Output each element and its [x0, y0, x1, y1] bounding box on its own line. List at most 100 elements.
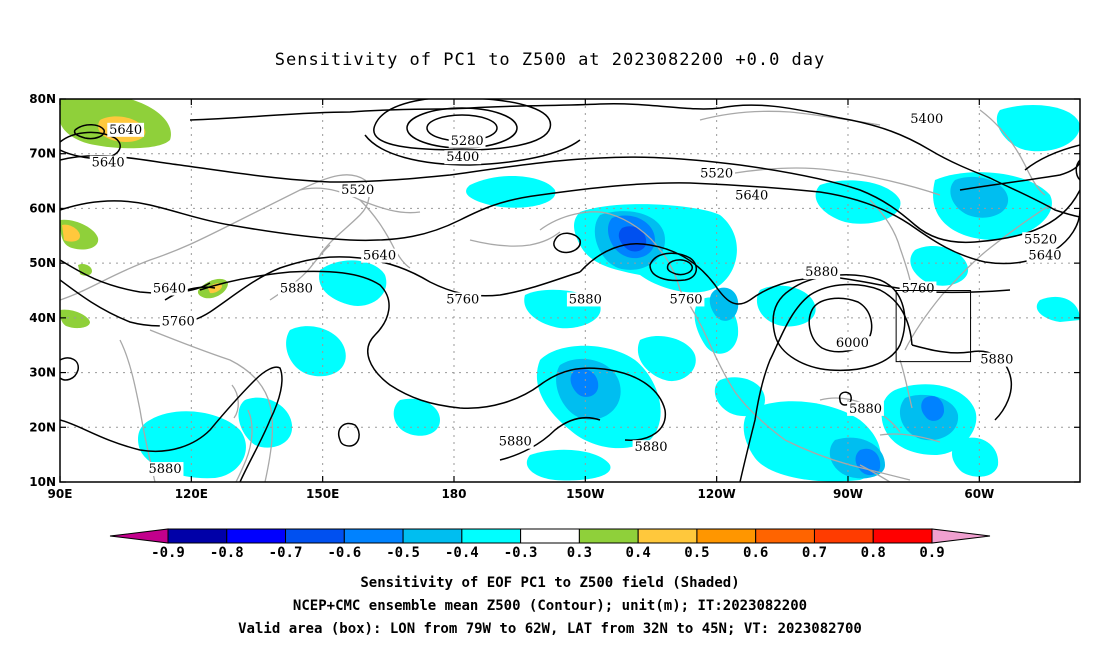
caption-line-1: Sensitivity of EOF PC1 to Z500 field (Sh…: [360, 575, 740, 591]
coast-china-south: [149, 329, 274, 482]
contour-5400-east: [1024, 144, 1080, 171]
gridlines: [60, 99, 1080, 482]
coast-mexico: [784, 439, 911, 481]
colorbar-label: 0.5: [684, 545, 709, 561]
shade-pacific-mex: [714, 377, 765, 417]
contour-label-bg: [847, 401, 884, 416]
figure-title: Sensitivity of PC1 to Z500 at 2023082200…: [274, 50, 826, 70]
contour-5880-subtrop: [60, 366, 283, 482]
lat-label: 70N: [29, 147, 56, 161]
contour-label: 5760: [446, 292, 479, 307]
contour-label-bg: [908, 111, 946, 126]
contour-5760-inner: [666, 259, 693, 276]
colorbar-label: -0.8: [210, 545, 244, 561]
contour-label-bg: [632, 440, 670, 455]
contour-label: 5880: [805, 265, 838, 280]
contour-label: 5880: [980, 353, 1013, 368]
contour-5880-high: [772, 274, 906, 372]
contour-label-bg: [1022, 232, 1060, 247]
contour-label-bg: [444, 292, 482, 307]
latitude-labels: 80N 70N 60N 50N 40N 30N 20N 10N: [29, 92, 56, 489]
contour-label: 5520: [700, 167, 733, 182]
lon-label: 90W: [833, 487, 863, 501]
lon-label: 150E: [306, 487, 339, 501]
colorbar-segment: [520, 528, 580, 544]
shade-caribbean-south: [951, 437, 999, 477]
colorbar-label: 0.6: [743, 545, 768, 561]
coast-hudson: [869, 199, 911, 281]
contour-label: 5640: [363, 249, 396, 264]
contour-5760-gulfalaska: [649, 252, 697, 282]
colorbar: -0.9 -0.8 -0.7 -0.6 -0.5 -0.4 -0.3 0.3 0.4 0.5 0.6…: [109, 528, 991, 561]
shade-atlantic-east: [1036, 296, 1080, 322]
plot-frame: [59, 98, 1081, 483]
contour-label-bg: [89, 155, 127, 170]
shade-hawaii: [637, 335, 696, 382]
shade-caribbean-dark: [921, 395, 945, 421]
contour-5280: [373, 99, 552, 151]
colorbar-segment: [696, 528, 757, 544]
contour-label: 5640: [735, 188, 768, 203]
lon-label: 120W: [698, 487, 736, 501]
contour-5880-pac: [199, 270, 666, 441]
colorbar-segment: [343, 528, 404, 544]
colorbar-label: -0.3: [504, 545, 538, 561]
colorbar-segment: [226, 528, 287, 544]
colorbar-label: 0.7: [802, 545, 827, 561]
coast-na-east: [904, 204, 1051, 351]
colorbar-segment: [872, 528, 933, 544]
contour-label-bg: [978, 352, 1016, 367]
lon-label: 150W: [566, 487, 604, 501]
contour-label-bg: [899, 281, 937, 296]
contour-label: 5400: [446, 150, 479, 165]
lon-label: 60W: [964, 487, 994, 501]
contour-5520: [60, 154, 1080, 244]
shade-pacific-north: [466, 175, 556, 208]
contour-label: 5760: [901, 282, 934, 297]
lon-label: 120E: [175, 487, 208, 501]
colorbar-segment: [461, 528, 522, 544]
contour-label-bg: [444, 150, 482, 165]
contour-label: 5760: [162, 314, 195, 329]
shade-labrador: [910, 246, 969, 286]
colorbar-label: 0.3: [567, 545, 592, 561]
contour-label: 5640: [92, 156, 125, 171]
shade-mid-pac-south: [393, 398, 440, 436]
contour-5760: [60, 256, 581, 327]
contour-label-bg: [667, 292, 705, 307]
shade-greenland: [996, 105, 1080, 152]
colorbar-segment: [578, 528, 639, 544]
lat-label: 60N: [29, 201, 56, 215]
contour-label-bg: [803, 265, 841, 280]
contour-label-bg: [566, 292, 604, 307]
contour-label-bg: [277, 281, 315, 296]
contour-label-bg: [146, 462, 184, 477]
lat-label: 30N: [29, 366, 56, 380]
lon-label: 180: [441, 487, 466, 501]
colorbar-segment: [167, 528, 228, 544]
coast-arctic: [699, 110, 881, 126]
colorbar-label: -0.9: [151, 545, 185, 561]
shade-subtrop-west: [238, 397, 293, 448]
colorbar-segment: [813, 528, 874, 544]
contour-label: 5640: [109, 123, 142, 138]
coast-canada-north: [699, 167, 941, 196]
colorbar-segment: [637, 528, 698, 544]
contour-label: 5760: [669, 292, 702, 307]
contour-label: 5880: [849, 402, 882, 417]
colorbar-label: -0.6: [327, 545, 361, 561]
contour-5640-west2: [73, 124, 105, 140]
colorbar-label: 0.9: [919, 545, 944, 561]
contour-hook-east: [1075, 159, 1080, 181]
contour-label-bg: [448, 133, 486, 148]
colorbar-segment: [285, 528, 345, 544]
shade-westpac-south: [286, 326, 346, 377]
contour-label: 5880: [569, 292, 602, 307]
lat-label: 80N: [29, 92, 56, 106]
contour-5640-sib: [60, 259, 211, 294]
shade-pos-china: [60, 309, 90, 329]
contour-label-bg: [733, 188, 771, 203]
lat-label: 20N: [29, 420, 56, 434]
lat-label: 40N: [29, 311, 56, 325]
